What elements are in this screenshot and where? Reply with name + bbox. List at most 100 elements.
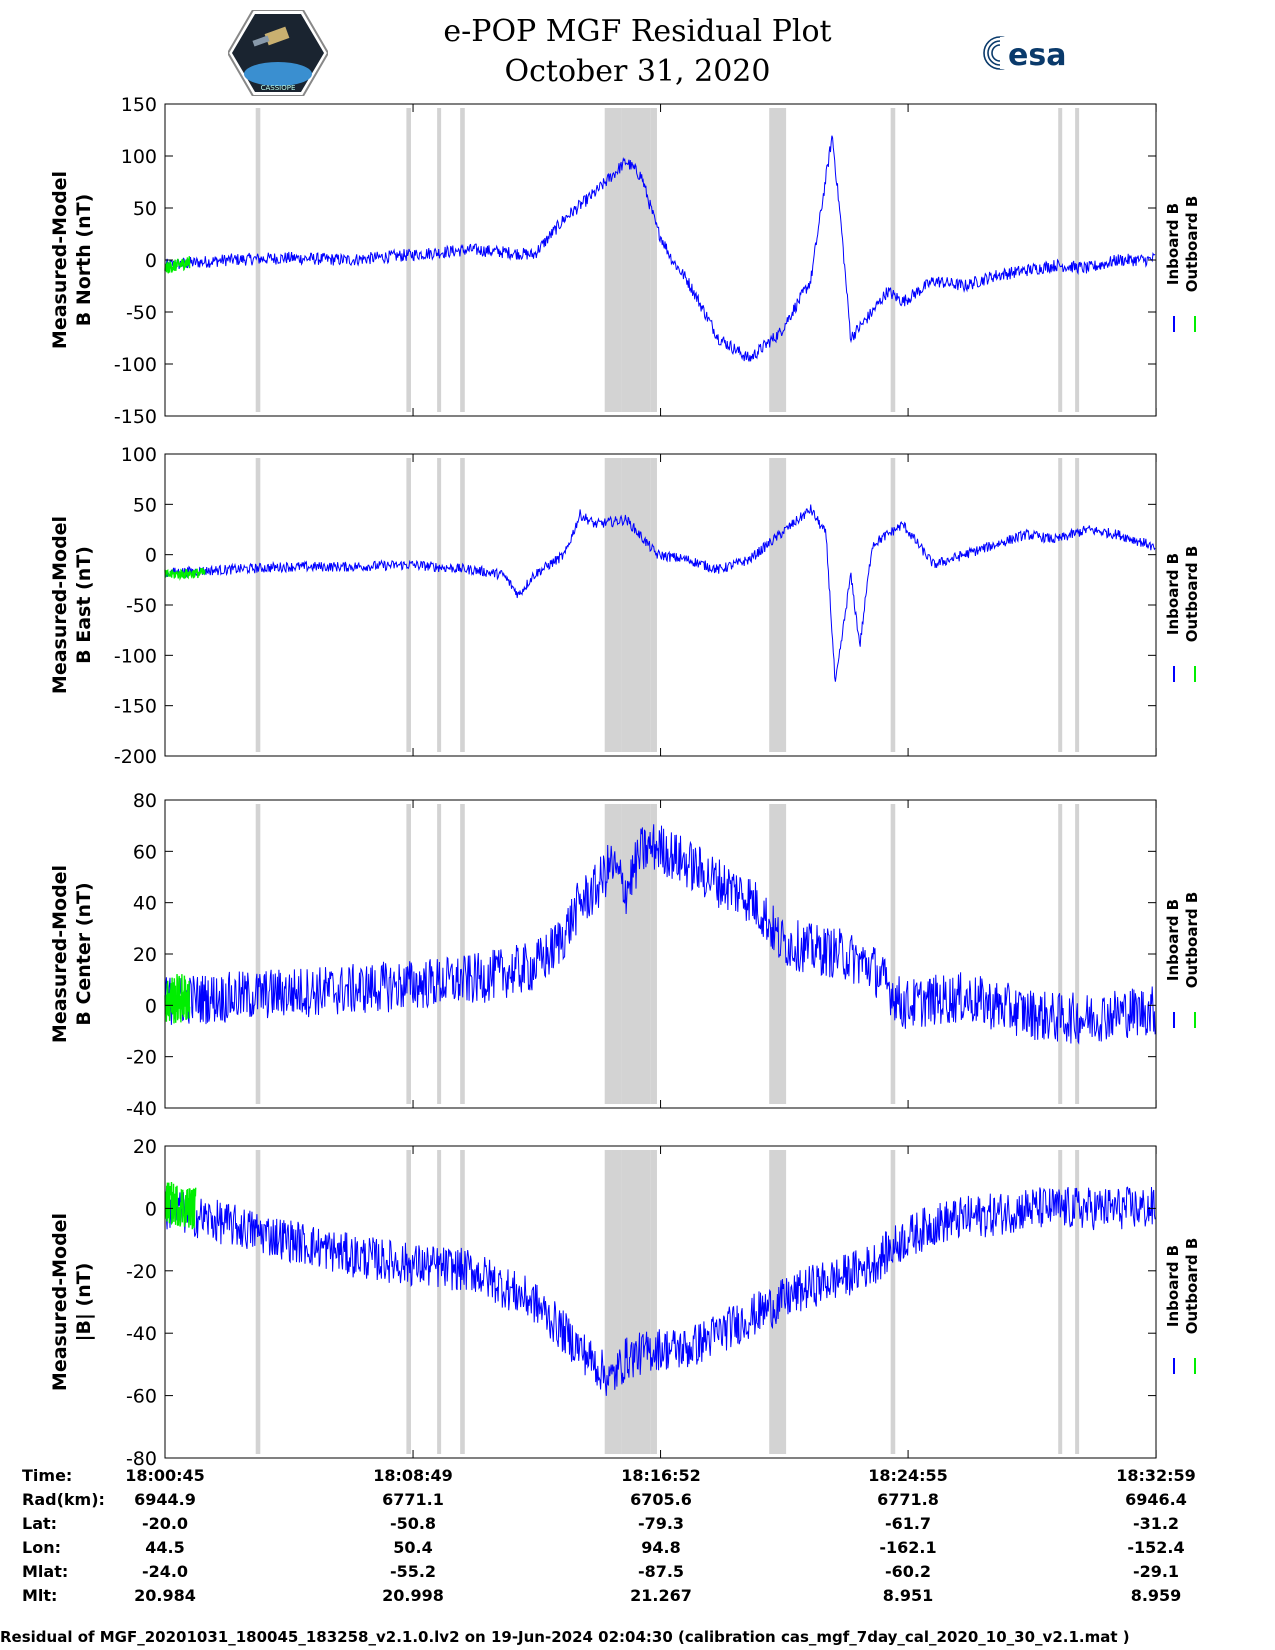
y-axis-label: Measured-Model B East (nT) bbox=[49, 516, 95, 694]
data-gap-band bbox=[621, 1150, 651, 1454]
label-rad: Rad(km): bbox=[22, 1490, 105, 1509]
data-gap-band bbox=[769, 108, 787, 412]
y-tick-label: 100 bbox=[121, 444, 157, 466]
table-lat: -61.7 bbox=[884, 1514, 932, 1533]
table-lon: 94.8 bbox=[641, 1538, 681, 1557]
data-gap-band bbox=[255, 1150, 261, 1454]
inboard-series-line bbox=[164, 504, 1156, 682]
esa-logo: esa bbox=[983, 36, 1066, 73]
table-mlt: 8.959 bbox=[1130, 1586, 1182, 1605]
cassiope-logo: CASSIOPE bbox=[228, 10, 328, 96]
y-tick-label: 100 bbox=[121, 146, 157, 168]
table-mlat: -29.1 bbox=[1132, 1562, 1180, 1581]
label-time: Time: bbox=[22, 1466, 73, 1485]
table-time: 18:32:59 bbox=[1116, 1466, 1196, 1485]
data-gap-band bbox=[406, 108, 411, 412]
table-mlat: -87.5 bbox=[637, 1562, 685, 1581]
table-mlt: 8.951 bbox=[882, 1586, 934, 1605]
y-tick-label: -20 bbox=[126, 1047, 157, 1069]
cassiope-logo-text: CASSIOPE bbox=[261, 84, 296, 92]
table-time: 18:16:52 bbox=[621, 1466, 701, 1485]
plot-frame bbox=[164, 103, 1157, 417]
data-gap-band bbox=[1058, 1150, 1063, 1454]
outboard-series-line bbox=[164, 567, 206, 581]
table-mlat: -24.0 bbox=[141, 1562, 189, 1581]
y-tick-label: -40 bbox=[126, 1098, 157, 1120]
table-lat: -20.0 bbox=[141, 1514, 189, 1533]
data-gap-band bbox=[460, 1150, 465, 1454]
y-tick-label: -80 bbox=[126, 1448, 157, 1470]
data-gap-band bbox=[406, 804, 411, 1104]
legend-labels: Inboard BOutboard B bbox=[1164, 196, 1201, 293]
y-tick-label: 50 bbox=[133, 198, 157, 220]
y-tick-label: -60 bbox=[126, 1386, 157, 1408]
inboard-series-line bbox=[164, 1186, 1156, 1396]
y-tick-label: 60 bbox=[133, 841, 157, 863]
y-tick-label: 0 bbox=[145, 250, 157, 272]
table-lat: -79.3 bbox=[637, 1514, 685, 1533]
y-tick-label: 80 bbox=[133, 790, 157, 812]
table-rad: 6705.6 bbox=[630, 1490, 692, 1509]
data-gap-band bbox=[890, 1150, 896, 1454]
inboard-series-line bbox=[164, 135, 1156, 362]
y-axis-label: Measured-Model |B| (nT) bbox=[49, 1213, 95, 1391]
table-lon: -152.4 bbox=[1127, 1538, 1185, 1557]
data-gap-band bbox=[604, 108, 622, 412]
table-rad: 6944.9 bbox=[134, 1490, 196, 1509]
plot-frame bbox=[164, 799, 1157, 1109]
data-gap-band bbox=[621, 108, 651, 412]
y-tick-label: 20 bbox=[133, 1136, 157, 1158]
label-lon: Lon: bbox=[22, 1538, 61, 1557]
data-gap-band bbox=[437, 1150, 442, 1454]
table-time: 18:00:45 bbox=[125, 1466, 205, 1485]
data-gap-band bbox=[460, 458, 465, 752]
data-gap-band bbox=[604, 804, 622, 1104]
table-rad: 6771.8 bbox=[877, 1490, 939, 1509]
y-tick-label: 20 bbox=[133, 944, 157, 966]
outboard-series-line bbox=[164, 974, 191, 1024]
data-gap-band bbox=[406, 1150, 411, 1454]
data-gap-band bbox=[1058, 108, 1063, 412]
plot-area bbox=[165, 1146, 1156, 1458]
table-mlat: -60.2 bbox=[884, 1562, 932, 1581]
table-mlt: 20.998 bbox=[382, 1586, 444, 1605]
y-tick-label: 0 bbox=[145, 545, 157, 567]
legend-labels: Inboard BOutboard B bbox=[1164, 892, 1201, 989]
table-mlt: 20.984 bbox=[134, 1586, 196, 1605]
data-gap-band bbox=[1075, 458, 1080, 752]
y-tick-label: -50 bbox=[126, 302, 157, 324]
data-gap-band bbox=[255, 804, 261, 1104]
y-tick-label: -40 bbox=[126, 1323, 157, 1345]
y-axis-label: Measured-Model B North (nT) bbox=[49, 171, 95, 349]
y-tick-label: 150 bbox=[121, 94, 157, 116]
esa-logo-text: esa bbox=[1008, 38, 1066, 73]
y-tick-label: -50 bbox=[126, 595, 157, 617]
inboard-series-line bbox=[164, 824, 1156, 1045]
data-gap-band bbox=[1075, 1150, 1080, 1454]
y-tick-label: -150 bbox=[114, 696, 157, 718]
label-lat: Lat: bbox=[22, 1514, 58, 1533]
data-gap-band bbox=[460, 804, 465, 1104]
data-gap-band bbox=[769, 804, 787, 1104]
table-lon: 50.4 bbox=[393, 1538, 433, 1557]
data-gap-band bbox=[460, 108, 465, 412]
data-gap-band bbox=[1058, 804, 1063, 1104]
plot-frame bbox=[164, 1145, 1157, 1459]
table-mlt: 21.267 bbox=[630, 1586, 692, 1605]
data-gap-band bbox=[437, 108, 442, 412]
y-tick-label: -150 bbox=[114, 406, 157, 428]
data-gap-band bbox=[650, 458, 657, 752]
data-gap-band bbox=[1075, 804, 1080, 1104]
table-lat: -31.2 bbox=[1132, 1514, 1180, 1533]
title-line-2: October 31, 2020 bbox=[504, 54, 771, 89]
table-lat: -50.8 bbox=[389, 1514, 437, 1533]
y-tick-label: -100 bbox=[114, 354, 157, 376]
legend-labels: Inboard BOutboard B bbox=[1164, 546, 1201, 643]
title-line-1: e-POP MGF Residual Plot bbox=[443, 14, 832, 49]
data-gap-band bbox=[890, 458, 896, 752]
y-tick-label: -20 bbox=[126, 1261, 157, 1283]
y-axis-label: Measured-Model B Center (nT) bbox=[49, 865, 95, 1043]
outboard-series-line bbox=[164, 1181, 197, 1230]
data-gap-band bbox=[255, 108, 261, 412]
